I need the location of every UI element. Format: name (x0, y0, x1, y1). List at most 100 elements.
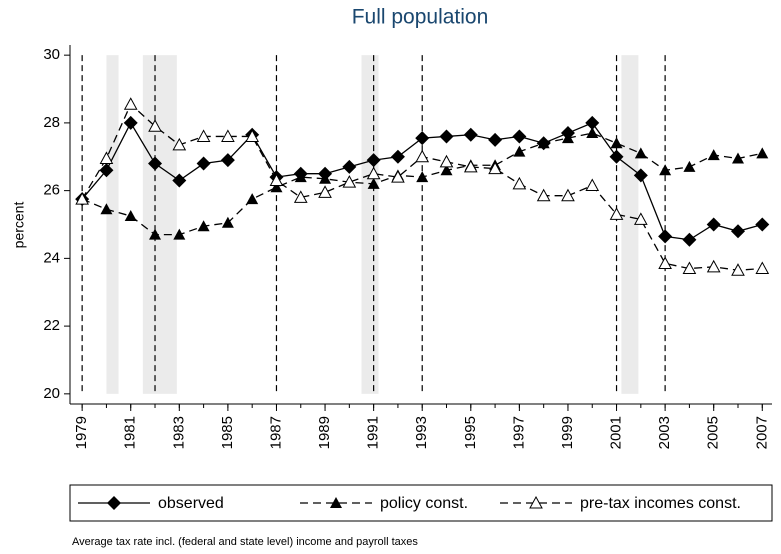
legend-marker (330, 497, 342, 508)
data-point (706, 217, 721, 232)
data-point (463, 127, 478, 142)
y-tick-label: 22 (43, 317, 60, 334)
data-point (707, 149, 720, 161)
data-point (318, 185, 332, 198)
data-point (633, 168, 648, 183)
legend-box (69, 484, 773, 522)
data-point (391, 170, 405, 183)
x-tick-label: 2007 (753, 416, 770, 449)
data-point (634, 147, 647, 159)
data-point (659, 164, 672, 176)
data-point (294, 171, 307, 183)
x-tick-label: 1995 (462, 416, 479, 449)
data-point (683, 160, 696, 172)
data-point (172, 137, 187, 151)
x-tick-label: 1999 (559, 416, 576, 449)
data-point (221, 216, 234, 228)
data-point (439, 154, 454, 168)
data-point (561, 188, 575, 202)
data-point (367, 177, 380, 189)
data-point (561, 132, 574, 144)
data-point (99, 151, 114, 164)
x-tick-label: 1987 (267, 416, 284, 449)
data-point (196, 156, 211, 171)
data-point (439, 129, 454, 144)
data-point (123, 115, 138, 130)
x-tick-label: 1989 (316, 416, 333, 449)
y-tick-label: 26 (43, 182, 60, 199)
chart-title: Full population (352, 6, 489, 29)
data-point (366, 153, 381, 168)
y-tick-label: 24 (43, 249, 60, 266)
data-point (488, 132, 503, 147)
legend-marker (529, 495, 543, 509)
data-point (609, 149, 624, 164)
data-point (319, 172, 332, 184)
x-tick-label: 2001 (608, 416, 625, 449)
data-point (610, 137, 623, 149)
data-point (124, 210, 137, 222)
data-point (513, 145, 526, 157)
y-tick-label: 28 (43, 114, 60, 131)
data-point (173, 228, 186, 240)
data-point (415, 131, 430, 146)
data-point (633, 212, 648, 225)
data-point (755, 217, 770, 232)
shaded-band (142, 55, 177, 394)
data-point (196, 129, 211, 142)
shaded-band (106, 55, 119, 394)
x-tick-label: 1997 (510, 416, 527, 449)
legend-label: policy const. (380, 495, 468, 512)
data-point (172, 173, 187, 188)
data-point (269, 173, 284, 186)
shaded-band (361, 55, 379, 394)
data-point (293, 190, 308, 203)
data-point (586, 127, 599, 139)
data-point (537, 137, 550, 149)
data-point (536, 188, 551, 202)
data-point (756, 147, 769, 159)
x-tick-label: 1981 (122, 416, 139, 449)
data-point (609, 207, 624, 220)
data-point (390, 149, 405, 164)
data-point (585, 178, 600, 192)
data-point (731, 263, 745, 276)
data-point (682, 261, 697, 275)
data-point (100, 203, 113, 215)
x-tick-label: 1993 (413, 416, 430, 449)
data-point (197, 220, 210, 232)
data-point (731, 152, 744, 164)
data-point (415, 149, 430, 163)
y-tick-label: 20 (43, 385, 60, 402)
data-point (512, 176, 527, 190)
data-point (342, 175, 357, 188)
data-point (488, 161, 502, 175)
data-point (148, 119, 162, 132)
data-point (148, 156, 163, 171)
data-point (245, 129, 260, 142)
x-tick-label: 1983 (170, 416, 187, 449)
data-point (220, 153, 235, 168)
data-point (246, 193, 259, 205)
legend-label: observed (158, 495, 224, 512)
data-point (366, 166, 381, 180)
data-point (75, 192, 89, 205)
data-point (706, 259, 721, 273)
data-point (512, 129, 527, 144)
data-point (270, 181, 283, 193)
data-point (682, 232, 697, 247)
data-point (658, 229, 673, 244)
data-point (342, 159, 357, 174)
data-point (730, 224, 745, 239)
data-point (149, 228, 162, 240)
note: Average tax rate incl. (federal and stat… (72, 536, 418, 548)
x-tick-label: 2005 (705, 416, 722, 449)
data-point (123, 97, 138, 110)
legend-label: pre-tax incomes const. (580, 495, 741, 512)
y-axis-label: percent (11, 202, 27, 249)
x-tick-label: 2003 (656, 416, 673, 449)
data-point (99, 163, 114, 178)
y-tick-label: 30 (43, 46, 60, 63)
x-tick-label: 1979 (73, 416, 90, 449)
